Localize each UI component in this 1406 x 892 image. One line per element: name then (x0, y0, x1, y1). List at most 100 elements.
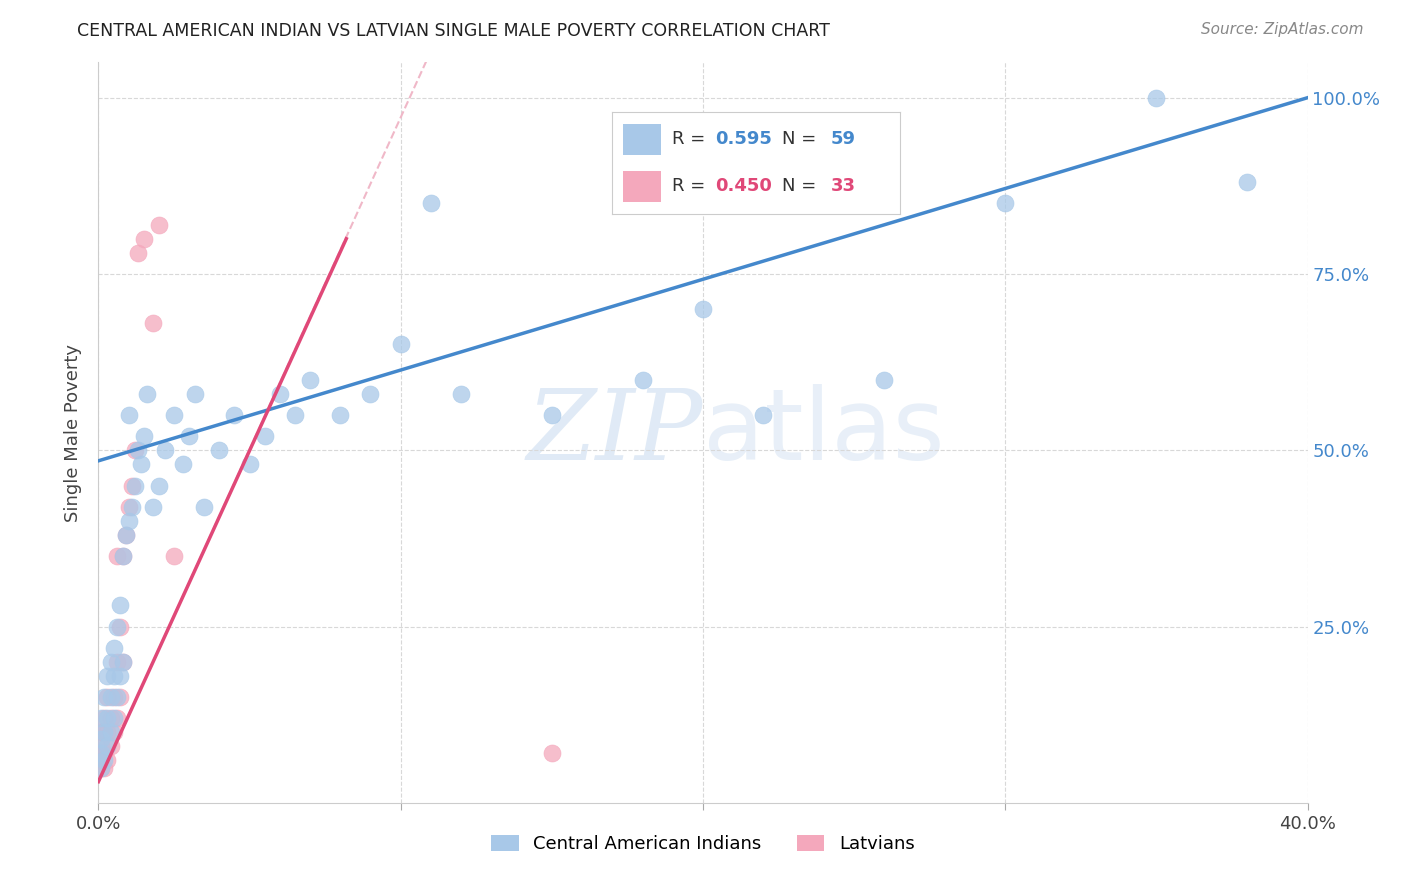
Point (118, 408, 141, 422)
Point (111, 549, 134, 563)
Point (142, 500, 165, 514)
Point (163, 408, 186, 422)
Text: Source: ZipAtlas.com: Source: ZipAtlas.com (1201, 22, 1364, 37)
Point (389, 337, 412, 351)
Point (239, 458, 262, 472)
Point (108, 599, 131, 613)
Point (121, 478, 143, 492)
Point (90, 760, 112, 774)
Point (90, 711, 112, 725)
Point (124, 443, 146, 458)
Text: atlas: atlas (703, 384, 945, 481)
Text: R =: R = (672, 178, 711, 195)
Point (100, 711, 122, 725)
Legend: Central American Indians, Latvians: Central American Indians, Latvians (484, 828, 922, 861)
Point (90, 747, 112, 761)
Point (93, 690, 115, 704)
Point (96, 669, 118, 683)
Point (111, 655, 134, 669)
Point (108, 619, 131, 633)
Point (135, 387, 157, 401)
Point (184, 387, 207, 401)
Point (93, 725, 115, 739)
Point (1236, 175, 1258, 189)
Text: 59: 59 (831, 130, 856, 148)
Point (148, 478, 170, 492)
Point (631, 373, 654, 387)
Point (108, 690, 131, 704)
Point (105, 711, 128, 725)
Point (100, 655, 122, 669)
Text: 0.595: 0.595 (716, 130, 772, 148)
Point (450, 387, 472, 401)
FancyBboxPatch shape (623, 124, 661, 154)
Point (96, 690, 118, 704)
Point (420, 196, 443, 211)
Point (93, 760, 115, 774)
Point (253, 429, 276, 443)
Point (111, 655, 134, 669)
Point (100, 739, 122, 754)
Point (142, 316, 165, 330)
Text: ZIP: ZIP (527, 385, 703, 480)
Point (103, 725, 125, 739)
Point (873, 373, 896, 387)
Point (105, 655, 128, 669)
Point (540, 408, 562, 422)
Text: 0.450: 0.450 (716, 178, 772, 195)
Point (129, 458, 152, 472)
Point (93, 754, 115, 768)
Point (208, 443, 231, 458)
Point (90, 725, 112, 739)
Point (127, 245, 149, 260)
Point (93, 725, 115, 739)
Point (114, 528, 136, 542)
Point (103, 669, 125, 683)
Point (103, 640, 125, 655)
Point (329, 408, 352, 422)
Point (108, 669, 131, 683)
Point (118, 500, 141, 514)
Point (127, 443, 149, 458)
Point (132, 429, 155, 443)
FancyBboxPatch shape (623, 171, 661, 202)
Point (692, 302, 714, 317)
Point (105, 690, 128, 704)
Point (193, 500, 215, 514)
Point (299, 373, 322, 387)
Point (90, 754, 112, 768)
Point (179, 429, 201, 443)
Point (114, 528, 136, 542)
Point (994, 196, 1017, 211)
Point (90, 732, 112, 747)
Point (90, 739, 112, 754)
Point (93, 747, 115, 761)
Text: R =: R = (672, 130, 711, 148)
Text: N =: N = (782, 178, 821, 195)
Point (118, 514, 141, 528)
Point (96, 739, 118, 754)
Point (1144, 91, 1167, 105)
Point (124, 478, 146, 492)
Point (100, 690, 122, 704)
Point (153, 443, 176, 458)
Point (100, 725, 122, 739)
Point (96, 754, 118, 768)
Point (103, 690, 125, 704)
Point (269, 387, 291, 401)
Y-axis label: Single Male Poverty: Single Male Poverty (65, 343, 83, 522)
Text: N =: N = (782, 130, 821, 148)
Point (90, 760, 112, 774)
Point (224, 408, 246, 422)
Point (540, 747, 562, 761)
Point (284, 408, 307, 422)
Point (360, 387, 382, 401)
Point (172, 458, 194, 472)
Point (163, 549, 186, 563)
Point (90, 747, 112, 761)
Text: CENTRAL AMERICAN INDIAN VS LATVIAN SINGLE MALE POVERTY CORRELATION CHART: CENTRAL AMERICAN INDIAN VS LATVIAN SINGL… (77, 22, 830, 40)
Point (121, 500, 143, 514)
Text: 33: 33 (831, 178, 856, 195)
Point (93, 711, 115, 725)
Point (105, 619, 128, 633)
